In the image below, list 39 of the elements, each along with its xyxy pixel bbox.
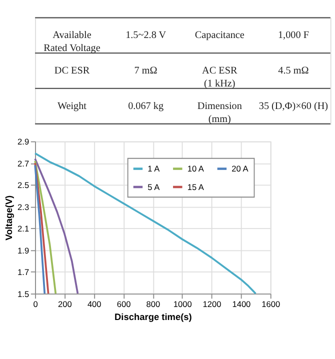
text: Capacitance [194,30,245,42]
y-tick-label: 1.7 [18,267,30,278]
x-tick-label: 0 [33,298,38,309]
text: DC ESR [54,65,90,76]
line-series [34,158,79,295]
x-tick-label: 1000 [173,298,192,309]
line-series [34,152,257,295]
x-tick-label: 400 [87,298,102,309]
text: Dimension (mm) [197,100,242,125]
text: 35 (D,Φ)×60 (H) [258,100,328,112]
text: 0.067 kg [128,100,164,112]
x-tick-label: 1200 [202,298,222,309]
legend-label: 20 A [232,164,249,174]
x-tick-label: 600 [116,298,132,309]
text: 1,000 F [278,30,310,42]
x-tick-label: 200 [58,298,72,309]
y-tick-label: 2.9 [18,136,30,147]
line-series [34,160,57,295]
text: Available Rated Voltage [44,30,101,54]
legend-label: 15 A [187,182,204,192]
y-tick-label: 2.5 [18,180,30,190]
text: 1.5~2.8 V [126,30,167,42]
text: 4.5 mΩ [278,65,310,76]
x-tick-label: 800 [146,298,160,309]
text: Weight [57,100,87,112]
x-axis-title: Discharge time(s) [114,312,192,322]
text: AC ESR (1 kHz) [202,65,238,90]
x-tick-label: 1600 [262,298,280,309]
legend-label: 1 A [148,164,160,174]
y-tick-label: 2.1 [18,224,30,234]
legend-label: 10 A [187,164,204,174]
text: 7 mΩ [134,65,158,76]
legend-label: 5 A [148,182,160,192]
y-tick-label: 2.7 [18,158,30,168]
y-axis-title: Voltage(V) [4,195,14,240]
x-tick-label: 1400 [232,298,252,309]
y-tick-label: 1.9 [18,245,30,256]
y-tick-label: 1.5 [18,288,30,299]
y-tick-label: 2.3 [18,202,30,212]
